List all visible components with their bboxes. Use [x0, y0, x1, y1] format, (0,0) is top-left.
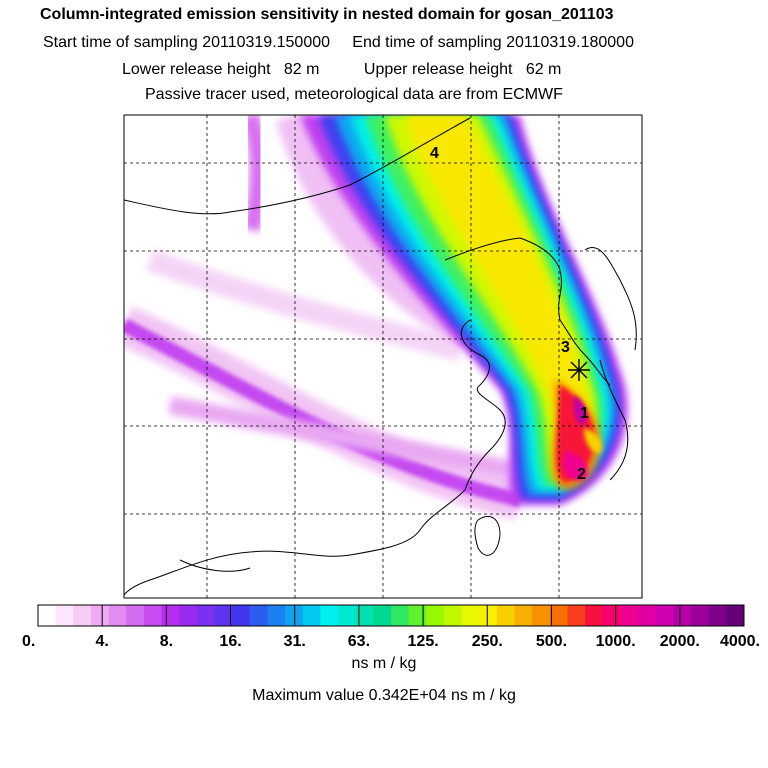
- colorbar-cell: [638, 605, 657, 626]
- colorbar-tick-label: 2000.: [660, 633, 700, 650]
- lower-value: 82 m: [283, 61, 320, 78]
- colorbar-tick-label: 250.: [472, 633, 503, 650]
- sampling-time-line: Start time of sampling 20110319.150000 E…: [43, 34, 768, 52]
- lower-label: Lower release height: [122, 61, 271, 78]
- colorbar-cell: [391, 605, 410, 626]
- max-value: 0.342E+04: [368, 687, 447, 704]
- colorbar-units: ns m / kg: [351, 655, 417, 672]
- colorbar-cell: [73, 605, 92, 626]
- colorbar-cell: [408, 605, 427, 626]
- colorbar-cell: [143, 605, 162, 626]
- colorbar-cell: [214, 605, 233, 626]
- colorbar-cell: [673, 605, 692, 626]
- cluster-label-4: 4: [430, 145, 439, 162]
- colorbar-cell: [179, 605, 198, 626]
- colorbar-cell: [532, 605, 551, 626]
- cluster-label-1: 1: [580, 405, 589, 422]
- colorbar-tick-label: 500.: [536, 633, 567, 650]
- receptor-asterisk-icon: [568, 359, 590, 381]
- colorbar-tick-label: 125.: [408, 633, 439, 650]
- colorbar-cell: [196, 605, 215, 626]
- end-value: 20110319.180000: [506, 34, 634, 51]
- release-height-line: Lower release height 82 m Upper release …: [122, 61, 768, 79]
- colorbar-tick-label: 31.: [284, 633, 306, 650]
- colorbar-tick-labels: 0. 4. 8. 16. 31. 63. 125. 250. 500. 1000. 2000. 400…: [22, 605, 760, 650]
- colorbar-cell: [514, 605, 533, 626]
- colorbar-cell: [38, 605, 57, 626]
- colorbar-cell: [355, 605, 374, 626]
- upper-label: Upper release height: [363, 61, 513, 78]
- colorbar-cell: [426, 605, 445, 626]
- colorbar-cells: [38, 605, 745, 626]
- model-note: Passive tracer used, meteorological data…: [145, 86, 563, 103]
- colorbar-cell: [285, 605, 304, 626]
- start-label: Start time of sampling: [43, 34, 198, 51]
- plume-field: [124, 115, 628, 520]
- colorbar-cell: [726, 605, 745, 626]
- max-units: ns m / kg: [450, 687, 516, 704]
- cluster-label-2: 2: [577, 466, 586, 483]
- colorbar-cell: [708, 605, 727, 626]
- end-label: End time of sampling: [352, 34, 502, 51]
- colorbar-cell: [461, 605, 480, 626]
- colorbar-cell: [338, 605, 357, 626]
- colorbar-tick-label: 1000.: [596, 633, 636, 650]
- colorbar-cell: [55, 605, 74, 626]
- colorbar-cell: [620, 605, 639, 626]
- upper-value: 62 m: [525, 61, 562, 78]
- colorbar-cell: [232, 605, 251, 626]
- max-label: Maximum value: [252, 687, 365, 704]
- colorbar-cell: [443, 605, 462, 626]
- colorbar-cell: [108, 605, 127, 626]
- colorbar-cell: [90, 605, 109, 626]
- colorbar-tick-label: 4.: [96, 633, 109, 650]
- start-value: 20110319.150000: [202, 34, 331, 51]
- colorbar-cell: [585, 605, 604, 626]
- colorbar-cell: [267, 605, 286, 626]
- map-frame: [123, 114, 643, 599]
- colorbar-frame: [37, 604, 745, 627]
- grid-lines: [124, 115, 642, 598]
- colorbar-cell: [655, 605, 674, 626]
- colorbar-tick-label: 0.: [22, 633, 35, 650]
- colorbar-cell: [126, 605, 145, 626]
- colorbar-tick-label: 4000.: [720, 633, 760, 650]
- colorbar-cell: [249, 605, 268, 626]
- colorbar-cell: [320, 605, 339, 626]
- colorbar-tick-label: 8.: [160, 633, 173, 650]
- colorbar-cell: [302, 605, 321, 626]
- colorbar-cell: [373, 605, 392, 626]
- colorbar-cell: [602, 605, 621, 626]
- colorbar-cell: [691, 605, 710, 626]
- colorbar-cell: [161, 605, 180, 626]
- maximum-value-line: Maximum value 0.342E+04 ns m / kg: [0, 687, 768, 705]
- colorbar-tick-label: 16.: [219, 633, 241, 650]
- colorbar: 0. 4. 8. 16. 31. 63. 125. 250. 500. 1000. 2000. 400…: [22, 604, 760, 650]
- cluster-label-3: 3: [561, 339, 570, 356]
- plot-title: Column-integrated emission sensitivity i…: [40, 6, 614, 23]
- colorbar-cell: [496, 605, 515, 626]
- colorbar-cell: [549, 605, 568, 626]
- coastlines: [124, 117, 637, 596]
- colorbar-tick-label: 63.: [348, 633, 370, 650]
- colorbar-cell: [479, 605, 498, 626]
- colorbar-cell: [567, 605, 586, 626]
